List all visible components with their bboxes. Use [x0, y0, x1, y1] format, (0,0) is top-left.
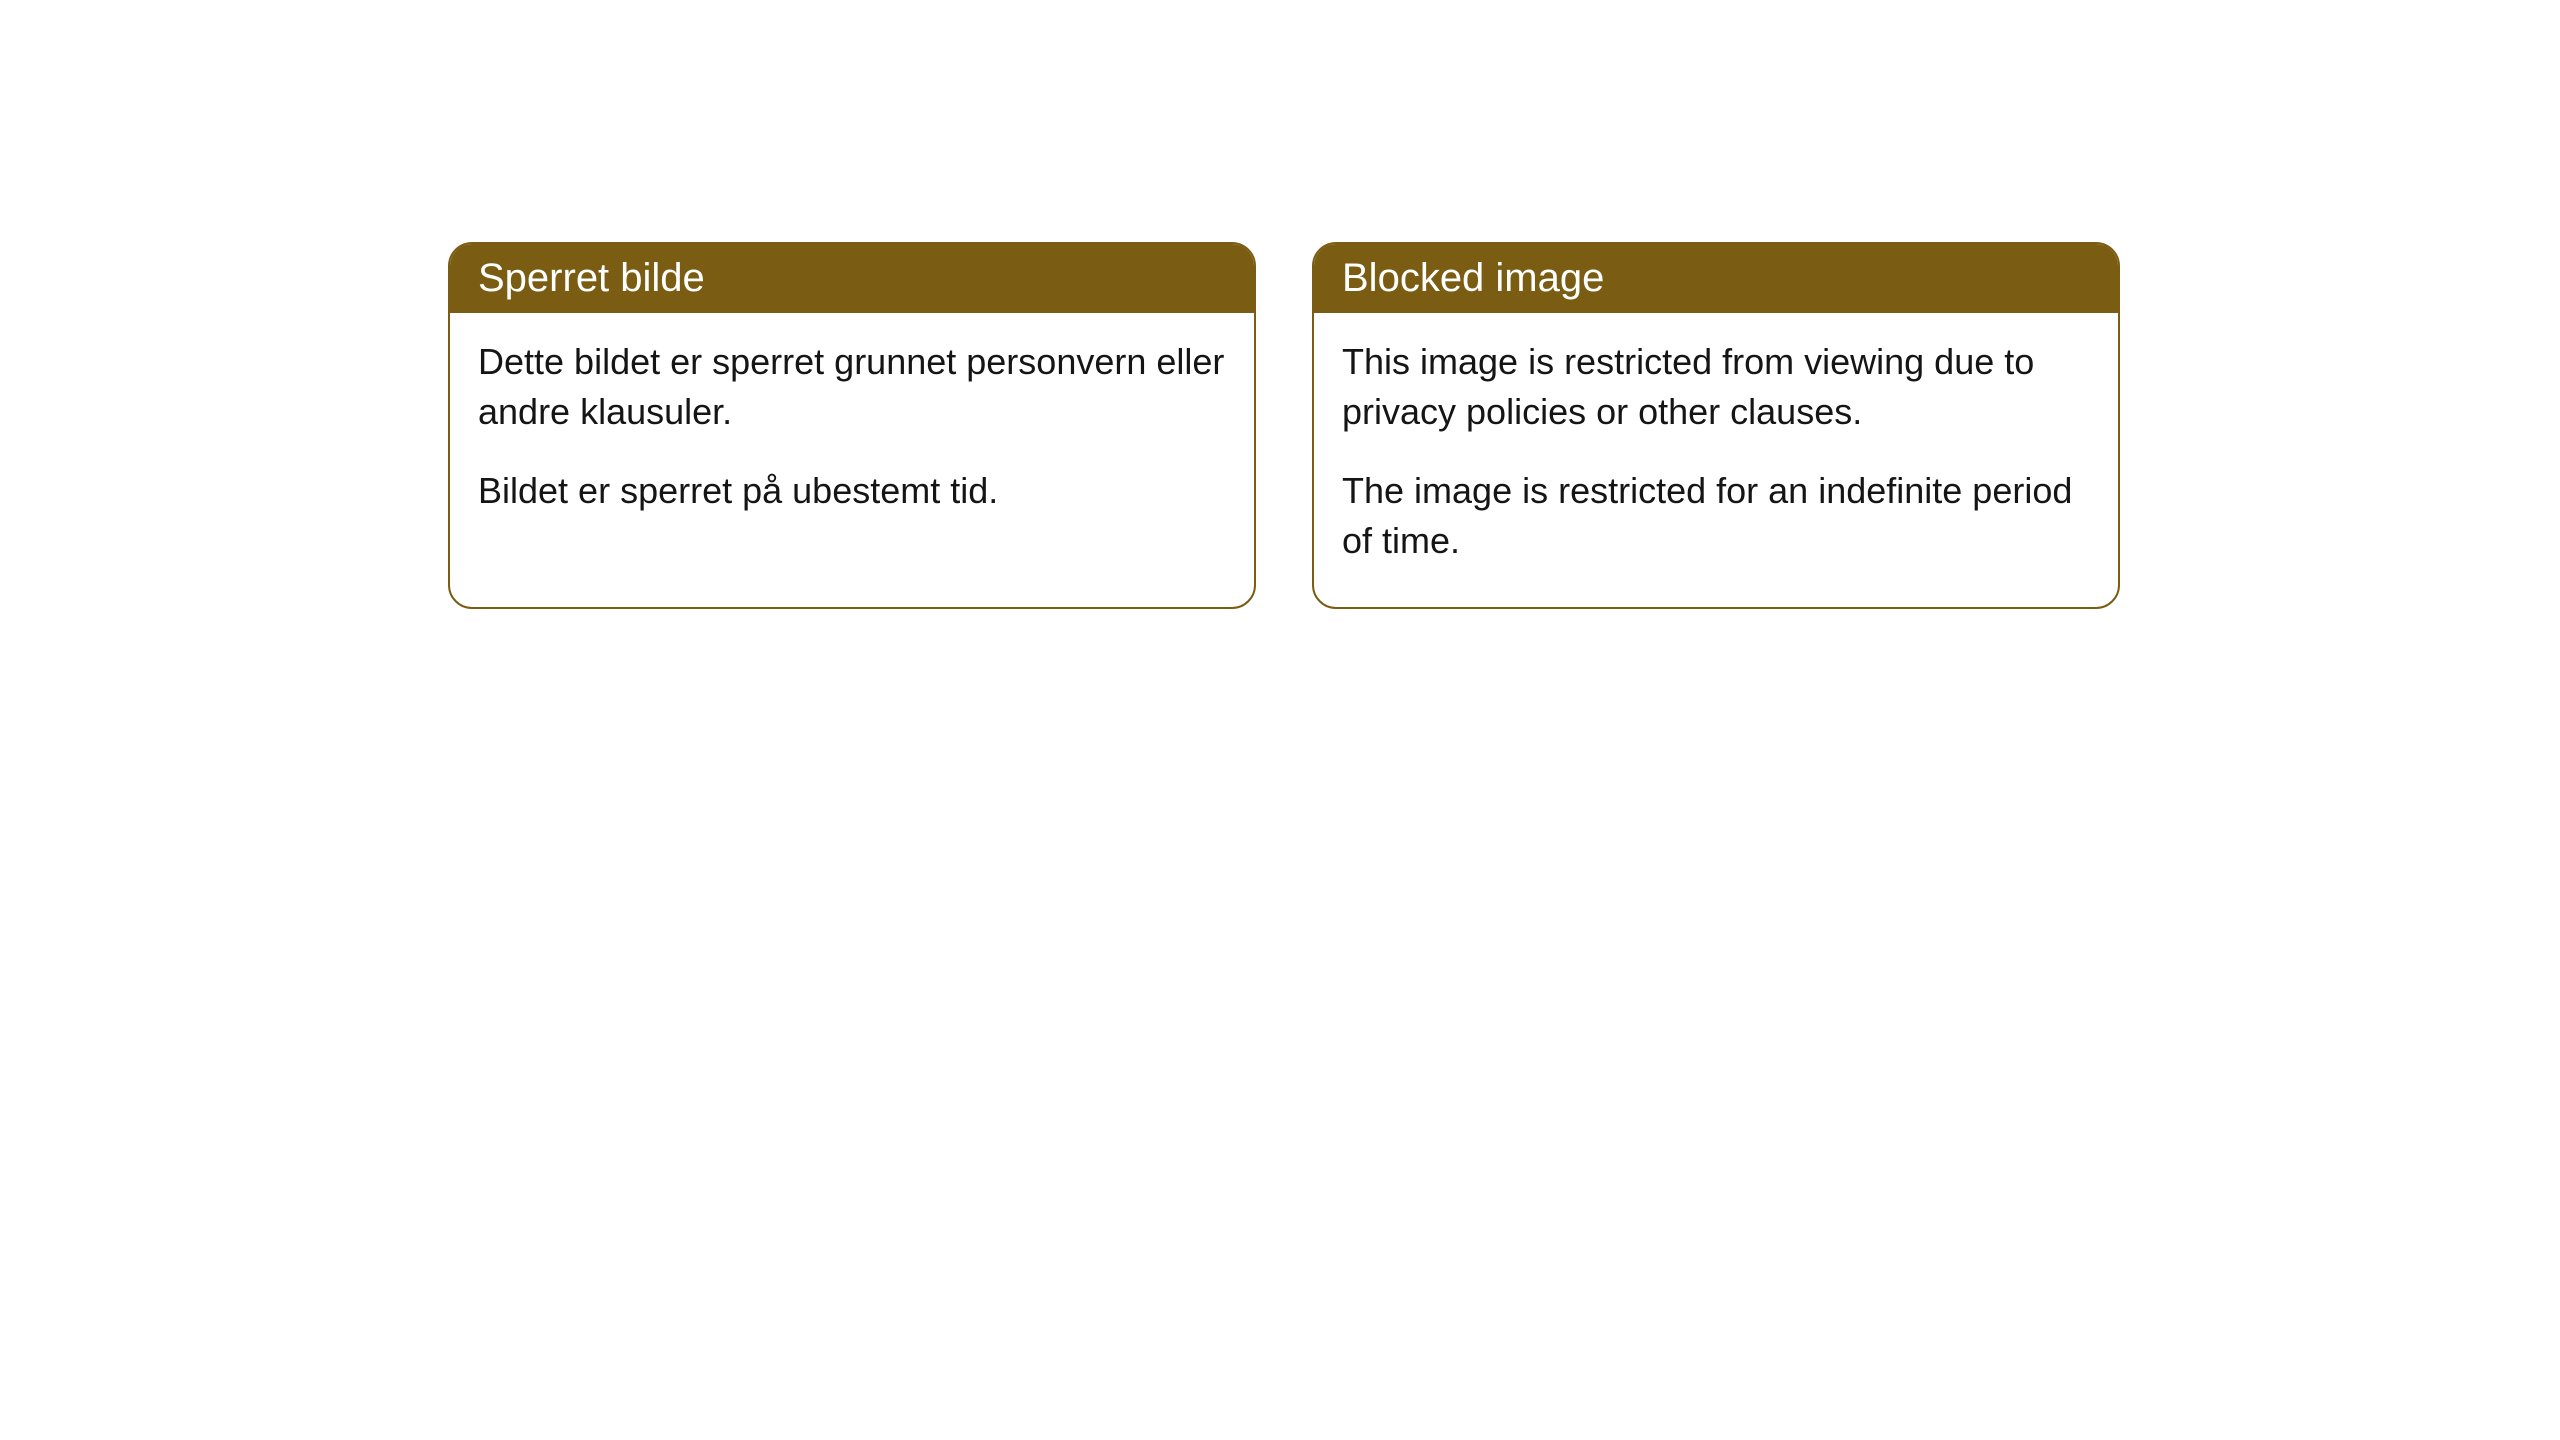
card-header: Blocked image	[1314, 244, 2118, 313]
cards-container: Sperret bilde Dette bildet er sperret gr…	[448, 242, 2120, 609]
card-title: Blocked image	[1342, 256, 1604, 300]
card-body: This image is restricted from viewing du…	[1314, 313, 2118, 607]
card-paragraph: This image is restricted from viewing du…	[1342, 337, 2090, 438]
card-paragraph: The image is restricted for an indefinit…	[1342, 466, 2090, 567]
card-header: Sperret bilde	[450, 244, 1254, 313]
blocked-image-card-english: Blocked image This image is restricted f…	[1312, 242, 2120, 609]
card-paragraph: Dette bildet er sperret grunnet personve…	[478, 337, 1226, 438]
card-title: Sperret bilde	[478, 256, 705, 300]
card-paragraph: Bildet er sperret på ubestemt tid.	[478, 466, 1226, 516]
card-body: Dette bildet er sperret grunnet personve…	[450, 313, 1254, 556]
blocked-image-card-norwegian: Sperret bilde Dette bildet er sperret gr…	[448, 242, 1256, 609]
